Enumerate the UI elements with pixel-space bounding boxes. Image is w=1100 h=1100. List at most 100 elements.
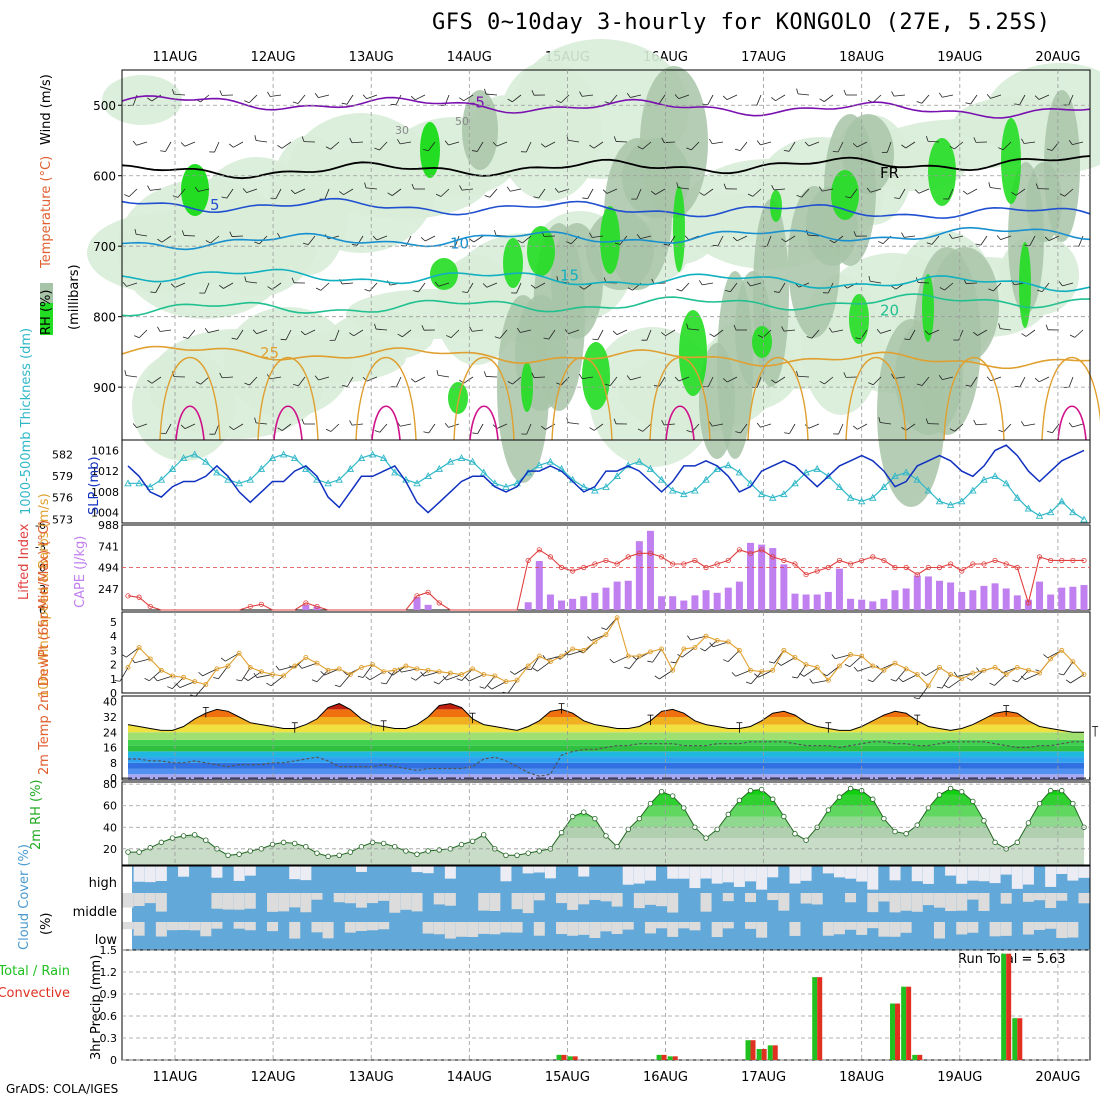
wind-barb-shaft — [766, 235, 772, 247]
wind10m-barb-feather — [936, 686, 943, 689]
wind-barb-feather — [757, 334, 764, 338]
lifted-index-point — [525, 557, 531, 564]
wind-barb — [374, 323, 388, 331]
wind-barb-feather — [300, 330, 306, 336]
wind-barb — [702, 376, 714, 388]
wind-barb-shaft — [740, 423, 748, 434]
wind10m-barb-feather — [175, 683, 181, 688]
cloud-clear-cell — [900, 922, 912, 933]
wind10m-barb-feather — [1058, 673, 1064, 676]
wind10m-barb-feather — [298, 664, 303, 669]
wind-speed-point — [125, 664, 131, 670]
wind10m-barb — [275, 665, 295, 671]
wind10m-barb-shaft — [514, 665, 529, 675]
thickness-point — [357, 454, 366, 461]
wind10m-barb-feather — [722, 659, 729, 663]
wind-barb-shaft — [1038, 376, 1050, 383]
wind-barb-feather — [484, 88, 487, 95]
wind-barb — [531, 90, 546, 96]
wind-barb-feather — [972, 331, 978, 336]
wind-barb — [122, 282, 138, 287]
wind-barb — [833, 423, 844, 435]
date-label-bottom: 17AUG — [741, 1070, 786, 1085]
cloud-clear-cell — [611, 893, 623, 907]
wind10m-barb-shaft — [279, 665, 295, 671]
wind-barb-shaft — [342, 282, 354, 285]
rh2m-point — [836, 794, 843, 800]
cloud-clear-cell — [511, 922, 523, 933]
wind-barb-shaft — [233, 141, 244, 148]
wind-barb-feather — [722, 378, 728, 383]
rh2m-point — [681, 805, 687, 811]
wind-barb — [973, 137, 988, 143]
cloud-clear-cell — [333, 893, 345, 903]
wind-barb-shaft — [658, 376, 666, 387]
cloud-clear-cell — [922, 893, 934, 906]
wind-barb-feather — [1045, 324, 1049, 330]
cloud-clear-cell — [789, 866, 801, 884]
wind-barb-shaft — [993, 282, 1002, 292]
wind-barb-feather — [540, 425, 546, 430]
thickness-point — [880, 482, 888, 490]
rh-shade-mid — [586, 210, 654, 290]
wind-barb — [579, 91, 594, 97]
cape-bar — [991, 583, 999, 610]
wind-barb-feather — [702, 103, 708, 106]
rh2m-point — [581, 809, 587, 815]
wind-barb-feather — [637, 428, 644, 432]
cloud-clear-cell — [889, 893, 901, 913]
wind-barb-shaft — [489, 188, 498, 198]
wind-barb-shaft — [808, 423, 820, 429]
wind-barb — [507, 376, 522, 385]
slp-tick-label: 1008 — [91, 486, 119, 499]
wind10m-barb-feather — [433, 681, 439, 685]
cape-bar — [602, 587, 610, 610]
wind-speed-point — [759, 669, 765, 675]
cloud-clear-cell — [1034, 922, 1046, 930]
lifted-index-point — [714, 561, 720, 567]
wind-barb-shaft — [880, 422, 892, 425]
wind-barb — [147, 185, 162, 191]
wind10m-barb — [153, 675, 173, 682]
wind-barb-shaft — [597, 329, 604, 340]
rh2m-point — [625, 826, 631, 833]
cloud-clear-cell — [578, 893, 590, 905]
lifted-index-point — [425, 589, 431, 595]
wind-barb — [277, 141, 292, 149]
wind-barb — [293, 376, 306, 387]
thickness-point — [268, 454, 277, 461]
wind-barb-shaft — [1019, 376, 1026, 387]
lifted-index-point — [725, 557, 731, 564]
cloud-clear-cell — [422, 866, 434, 874]
wind-barb — [925, 418, 940, 425]
wind-barb — [1034, 376, 1050, 383]
cloud-clear-cell — [500, 922, 512, 933]
temp-band — [128, 745, 1084, 752]
wind-barb-shaft — [921, 94, 930, 104]
cloud-clear-cell — [122, 922, 134, 930]
wind-barb — [444, 140, 460, 146]
wind-barb-shaft — [473, 235, 484, 243]
thickness-point — [902, 468, 910, 476]
wind-barb-shaft — [886, 141, 892, 153]
wind-barb-shaft — [970, 94, 978, 105]
rh-shade-bright — [752, 326, 772, 358]
wind10m-barb — [144, 669, 162, 682]
wind-barb-shaft — [476, 141, 484, 152]
wind10m-barb-shaft — [415, 669, 429, 681]
cape-bar — [935, 580, 943, 610]
wind-barb-feather — [661, 137, 665, 143]
rh2m-point — [280, 839, 287, 846]
cloud-clear-cell — [622, 866, 634, 885]
wind10m-barb — [380, 670, 396, 685]
wind-barb-feather — [829, 239, 835, 244]
wind-barb-shaft — [512, 94, 522, 103]
rh2m-point — [703, 835, 709, 841]
wind-barb — [205, 235, 220, 244]
precip-convective-bar — [772, 1045, 778, 1060]
wind-barb-shaft — [324, 188, 330, 200]
wind-barb-feather — [292, 101, 299, 104]
wind-speed-point — [303, 655, 309, 660]
wind-barb-shaft — [214, 141, 220, 153]
wind10m-barb — [320, 668, 340, 676]
